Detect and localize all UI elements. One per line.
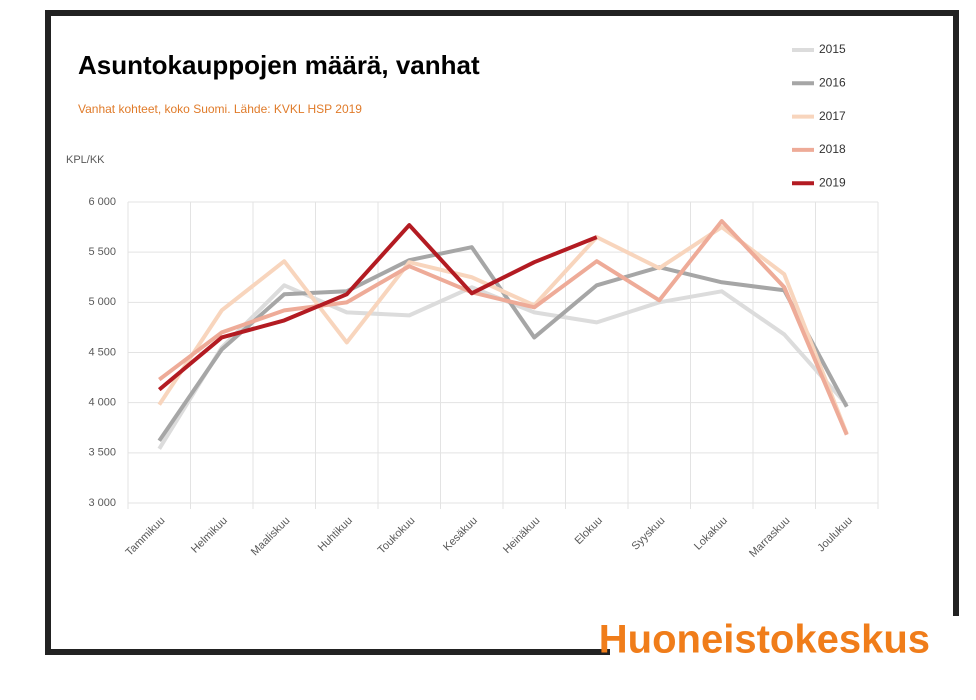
legend-label: 2015 bbox=[819, 42, 846, 56]
y-tick-label: 5 500 bbox=[88, 246, 116, 258]
legend-label: 2018 bbox=[819, 142, 846, 156]
y-tick-label: 4 000 bbox=[88, 397, 116, 409]
x-tick-label: Lokakuu bbox=[692, 515, 730, 553]
x-tick-label: Toukokuu bbox=[376, 515, 418, 557]
x-tick-label: Marraskuu bbox=[747, 515, 792, 560]
x-tick-label: Tammikuu bbox=[123, 515, 167, 559]
y-tick-label: 3 500 bbox=[88, 447, 116, 459]
frame bbox=[45, 10, 959, 655]
frame-border bbox=[45, 10, 959, 652]
x-tick-label: Elokuu bbox=[573, 515, 605, 547]
x-tick-label: Helmikuu bbox=[189, 515, 230, 556]
x-tick-label: Huhtikuu bbox=[316, 515, 355, 554]
legend-label: 2016 bbox=[819, 75, 846, 89]
series-line bbox=[158, 219, 849, 436]
brand-logo: Huoneistokeskus bbox=[599, 618, 930, 662]
legend-label: 2019 bbox=[819, 175, 846, 189]
chart-subtitle: Vanhat kohteet, koko Suomi. Lähde: KVKL … bbox=[78, 102, 362, 116]
legend-label: 2017 bbox=[819, 109, 846, 123]
y-tick-label: 4 500 bbox=[88, 346, 116, 358]
y-tick-label: 3 000 bbox=[88, 497, 116, 509]
y-tick-label: 6 000 bbox=[88, 196, 116, 208]
x-tick-label: Kesäkuu bbox=[441, 515, 480, 554]
chart-title: Asuntokauppojen määrä, vanhat bbox=[78, 50, 480, 80]
series-line bbox=[157, 223, 598, 392]
y-tick-label: 5 000 bbox=[88, 296, 116, 308]
x-tick-label: Syyskuu bbox=[630, 515, 668, 553]
x-tick-label: Maaliskuu bbox=[249, 515, 293, 559]
y-axis-label: KPL/KK bbox=[66, 154, 105, 166]
x-tick-label: Joulukuu bbox=[815, 515, 855, 555]
x-tick-label: Heinäkuu bbox=[501, 515, 542, 556]
